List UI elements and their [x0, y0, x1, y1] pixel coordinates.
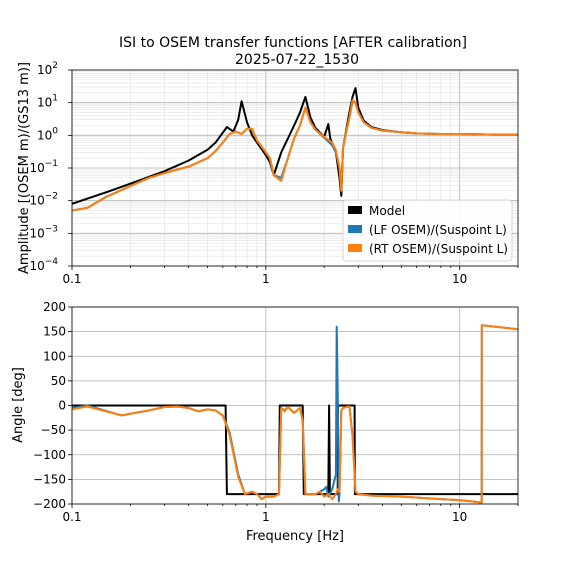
legend-swatch-model [348, 206, 362, 214]
phase-panel: 0.1 1 10 200 150 100 50 0 −50 −100 −150 −200 [33, 300, 519, 524]
series-lf-line [72, 100, 518, 212]
legend-label-model: Model [369, 204, 405, 218]
x-axis-label: Frequency [Hz] [246, 529, 344, 544]
y-tick-label: 10−1 [29, 159, 58, 175]
amplitude-y-axis-label: Amplitude [(OSEM m)/(GS13 m)] [17, 62, 32, 274]
legend-label-rt: (RT OSEM)/(Suspoint L) [369, 242, 508, 256]
y-tick-label: 102 [37, 61, 58, 77]
x-ticks: 0.1 1 10 [62, 266, 519, 286]
y-tick-label: −150 [33, 472, 66, 486]
y-tick-label: 200 [43, 300, 66, 314]
legend: Model (LF OSEM)/(Suspoint L) (RT OSEM)/(Su… [342, 199, 513, 262]
legend-box [342, 199, 513, 262]
y-tick-label: 101 [37, 94, 58, 110]
y-tick-label: −100 [33, 448, 66, 462]
series-model-line [72, 404, 518, 496]
amplitude-panel: 0.1 1 10 10−4 10−3 10−2 10−1 100 101 102 Model (LF … [29, 61, 519, 286]
y-tick-label: 150 [43, 325, 66, 339]
chart-title-line1: ISI to OSEM transfer functions [AFTER ca… [119, 35, 467, 51]
legend-label-lf: (LF OSEM)/(Suspoint L) [369, 223, 507, 237]
series-lf-line [72, 324, 518, 504]
phase-y-axis-label: Angle [deg] [11, 367, 26, 443]
y-tick-label: 10−3 [29, 224, 58, 240]
y-tick-label: −50 [41, 423, 66, 437]
y-ticks: 200 150 100 50 0 −50 −100 −150 −200 [33, 300, 72, 511]
chart-title-line2: 2025-07-22_1530 [235, 52, 359, 68]
series-rt-line [72, 99, 518, 212]
series-lines [72, 324, 518, 504]
y-tick-label: 10−2 [29, 192, 58, 208]
y-tick-label: 50 [51, 374, 66, 388]
series-lines [72, 87, 518, 212]
x-tick-label: 0.1 [62, 272, 81, 286]
x-tick-label: 1 [262, 510, 270, 524]
series-model-line [72, 87, 518, 205]
y-tick-label: 100 [43, 349, 66, 363]
series-rt-line [72, 324, 518, 504]
legend-swatch-lf [348, 225, 362, 233]
y-tick-label: −200 [33, 497, 66, 511]
x-tick-label: 0.1 [62, 510, 81, 524]
y-tick-label: 10−4 [29, 257, 58, 273]
x-tick-label: 1 [262, 272, 270, 286]
x-tick-label: 10 [452, 272, 467, 286]
y-tick-label: 100 [37, 126, 58, 142]
legend-swatch-rt [348, 244, 362, 252]
y-ticks: 10−4 10−3 10−2 10−1 100 101 102 [29, 61, 72, 273]
y-tick-label: 0 [58, 399, 66, 413]
x-tick-label: 10 [452, 510, 467, 524]
x-ticks: 0.1 1 10 [62, 504, 519, 524]
